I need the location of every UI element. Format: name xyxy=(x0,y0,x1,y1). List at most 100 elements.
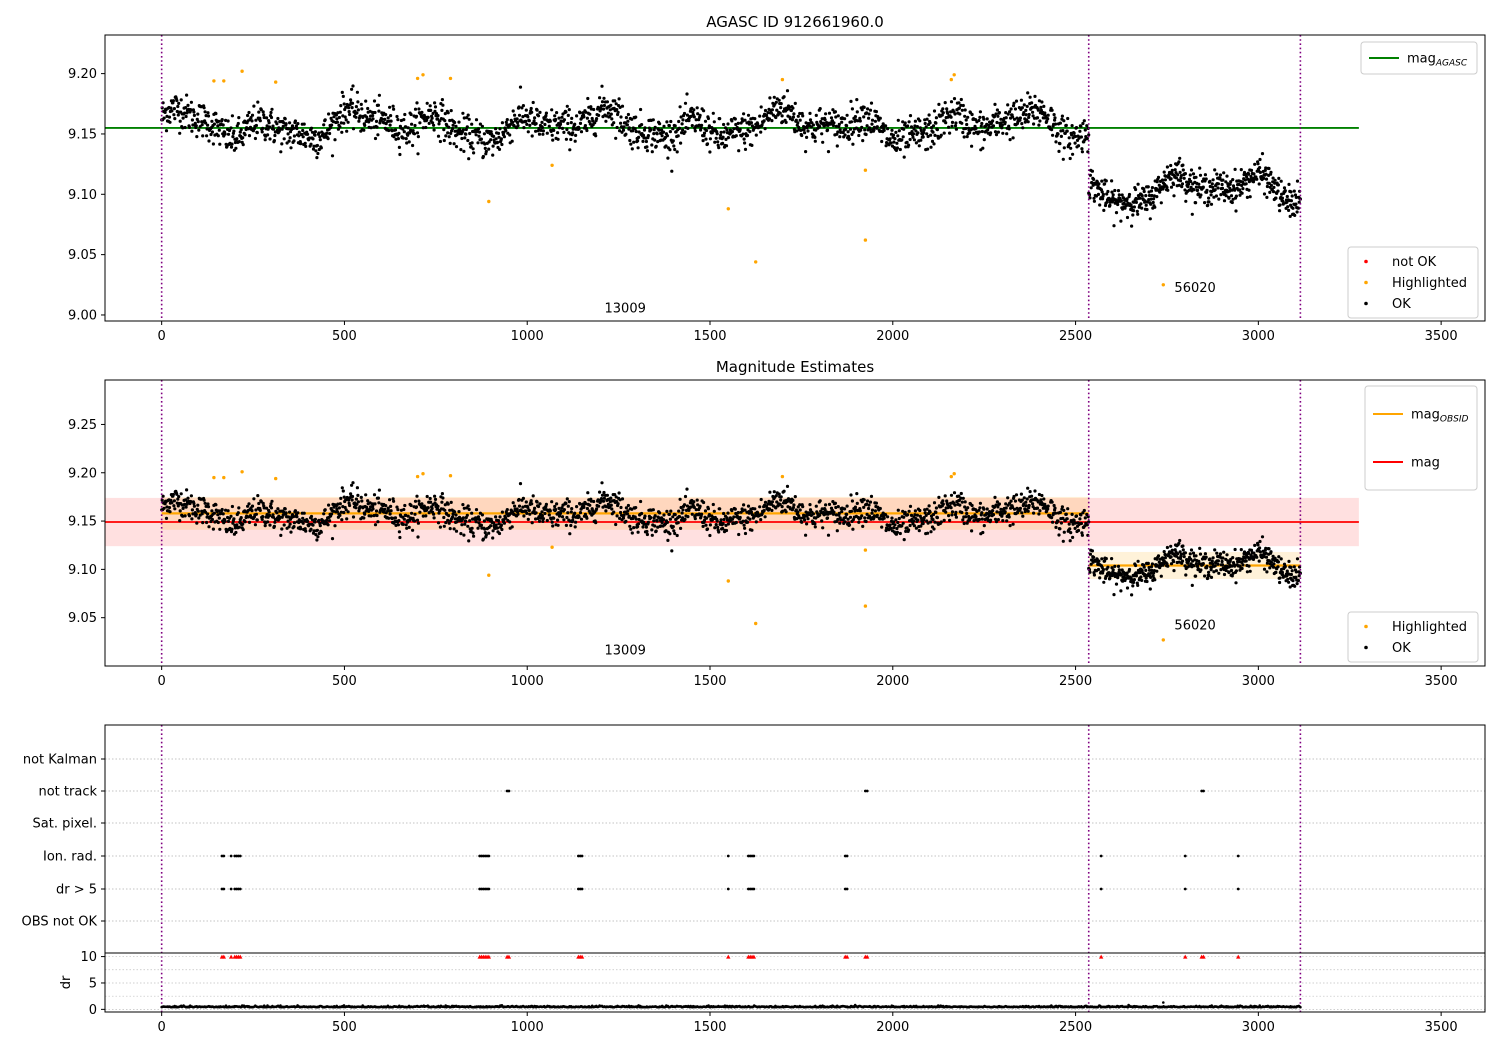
ok-point xyxy=(517,105,520,108)
ok-point xyxy=(1061,115,1064,118)
ok-point xyxy=(327,504,330,507)
ok-point xyxy=(390,509,393,512)
ok-point xyxy=(678,515,681,518)
ok-point xyxy=(389,512,392,515)
ok-point xyxy=(294,509,297,512)
ok-point xyxy=(806,517,809,520)
ok-point xyxy=(460,137,463,140)
ok-point xyxy=(585,129,588,132)
x-tick-label: 1000 xyxy=(511,329,544,344)
highlighted-point xyxy=(550,164,553,167)
ok-point xyxy=(1240,168,1243,171)
ok-point xyxy=(918,529,921,532)
ok-point xyxy=(402,118,405,121)
ok-point xyxy=(602,491,605,494)
ok-point xyxy=(475,508,478,511)
ok-point xyxy=(916,519,919,522)
ok-point xyxy=(888,137,891,140)
ok-point xyxy=(718,507,721,510)
ok-point xyxy=(397,519,400,522)
ok-point xyxy=(568,500,571,503)
ok-point xyxy=(327,112,330,115)
ok-point xyxy=(902,522,905,525)
ok-point xyxy=(851,107,854,110)
ok-point xyxy=(302,522,305,525)
ok-point xyxy=(1059,122,1062,125)
ok-point xyxy=(388,106,391,109)
ok-point xyxy=(996,115,999,118)
ok-point xyxy=(966,116,969,119)
legend-label-text: OK xyxy=(1392,297,1411,312)
ok-point xyxy=(992,513,995,516)
ok-point xyxy=(459,532,462,535)
ok-point xyxy=(1051,501,1054,504)
ok-point xyxy=(276,117,279,120)
ok-point xyxy=(707,117,710,120)
ok-point xyxy=(931,131,934,134)
ok-point xyxy=(197,510,200,513)
ok-point xyxy=(256,101,259,104)
ok-point xyxy=(366,107,369,110)
ok-point xyxy=(770,119,773,122)
ok-point xyxy=(628,126,631,129)
ok-point xyxy=(1196,189,1199,192)
ok-point xyxy=(1128,568,1131,571)
ok-point xyxy=(443,525,446,528)
ok-point xyxy=(218,517,221,520)
ok-point xyxy=(980,511,983,514)
ok-point xyxy=(844,133,847,136)
ok-point xyxy=(1210,193,1213,196)
ok-point xyxy=(433,128,436,131)
ok-point xyxy=(480,524,483,527)
ok-point xyxy=(492,135,495,138)
ok-point xyxy=(753,507,756,510)
ok-point xyxy=(1012,136,1015,139)
ok-point xyxy=(336,121,339,124)
ok-point xyxy=(1036,116,1039,119)
ok-point xyxy=(960,122,963,125)
ok-point xyxy=(535,511,538,514)
ok-point xyxy=(191,508,194,511)
ok-point xyxy=(1281,197,1284,200)
y-tick-label: 9.25 xyxy=(68,418,97,433)
ok-point xyxy=(609,497,612,500)
ok-point xyxy=(437,135,440,138)
legend-label-text: Highlighted xyxy=(1392,620,1467,635)
ok-point xyxy=(679,527,682,530)
ok-point xyxy=(466,139,469,142)
ok-point xyxy=(726,122,729,125)
ok-point xyxy=(1190,548,1193,551)
ok-point xyxy=(567,114,570,117)
ok-point xyxy=(716,526,719,529)
ok-point xyxy=(894,518,897,521)
ok-point xyxy=(371,114,374,117)
ok-point xyxy=(896,531,899,534)
ok-point xyxy=(288,140,291,143)
ok-point xyxy=(595,117,598,120)
ok-point xyxy=(416,519,419,522)
ok-point xyxy=(879,507,882,510)
ok-point xyxy=(1172,183,1175,186)
ok-point xyxy=(944,121,947,124)
ok-point xyxy=(533,507,536,510)
ok-point xyxy=(461,112,464,115)
highlighted-point xyxy=(240,70,243,73)
ok-point xyxy=(173,117,176,120)
ok-point xyxy=(964,515,967,518)
ok-point xyxy=(672,144,675,147)
ok-point xyxy=(1214,564,1217,567)
ok-point xyxy=(549,120,552,123)
ok-point xyxy=(383,118,386,121)
ok-point xyxy=(870,512,873,515)
ok-point xyxy=(867,112,870,115)
ok-point xyxy=(416,131,419,134)
ok-point xyxy=(897,509,900,512)
ok-point xyxy=(1071,536,1074,539)
ok-point xyxy=(467,114,470,117)
ok-point xyxy=(545,112,548,115)
ok-point xyxy=(206,502,209,505)
ok-point xyxy=(964,500,967,503)
ok-point xyxy=(563,118,566,121)
ok-point xyxy=(240,128,243,131)
ok-point xyxy=(586,491,589,494)
